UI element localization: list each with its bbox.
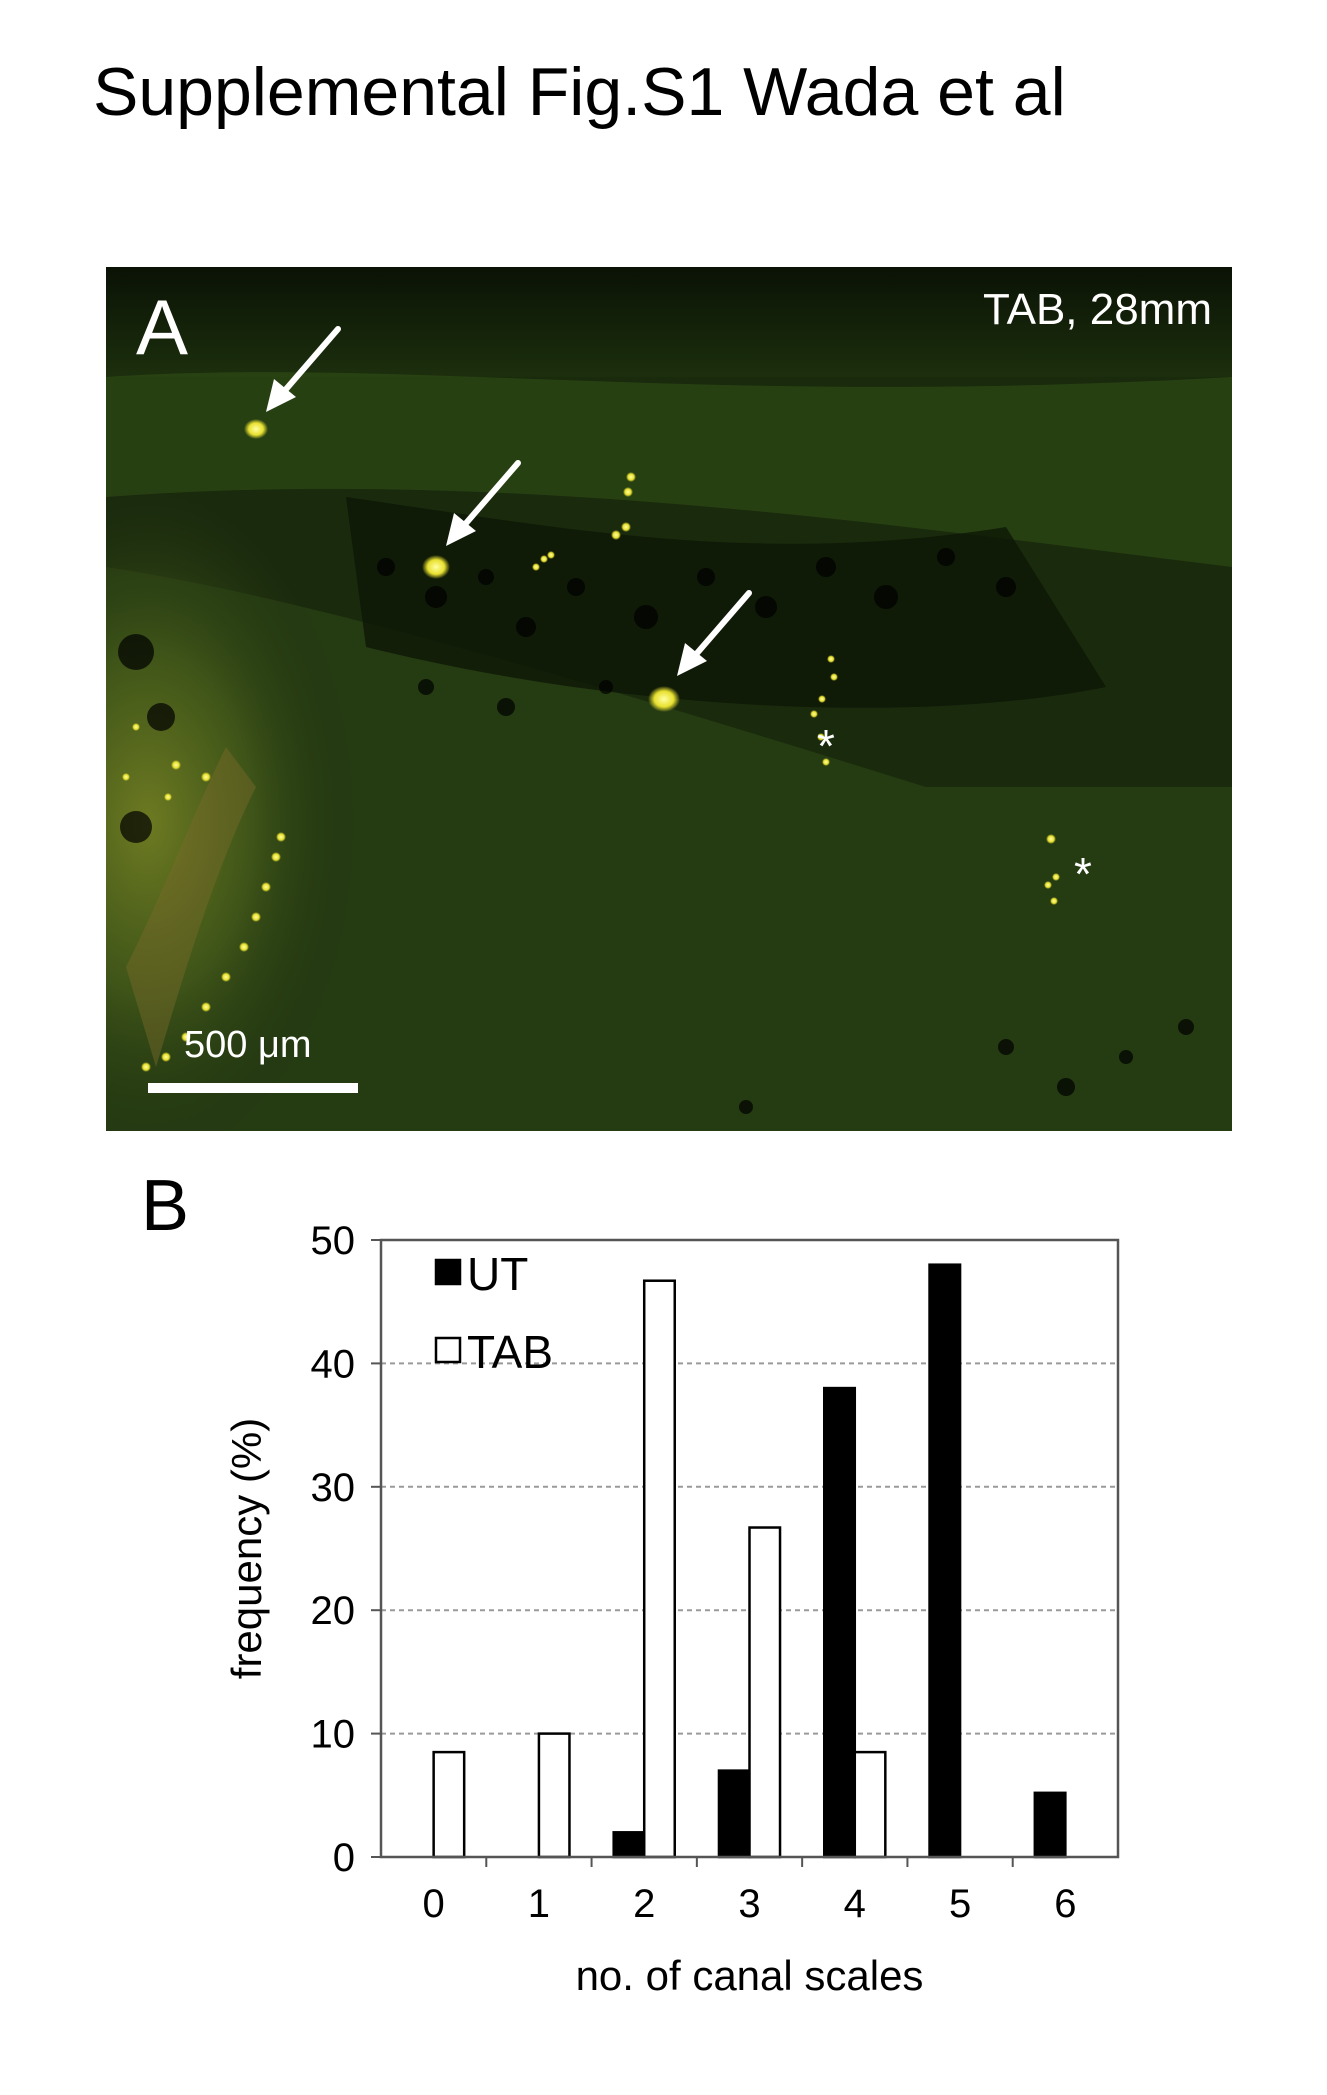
condition-label: TAB, 28mm bbox=[982, 285, 1212, 334]
x-axis-title: no. of canal scales bbox=[576, 1952, 924, 1999]
y-tick-label: 0 bbox=[333, 1836, 355, 1880]
fluorescence-micrograph bbox=[106, 267, 1232, 1131]
x-tick-label: 3 bbox=[738, 1882, 760, 1926]
arrow-icon bbox=[446, 460, 521, 546]
scale-bar-label: 500 μm bbox=[184, 1024, 312, 1066]
legend-swatch-ut bbox=[434, 1258, 462, 1286]
x-tick-label: 5 bbox=[949, 1882, 971, 1926]
panel-letter: A bbox=[136, 283, 189, 371]
bar-chart: 0 10 20 30 40 50 0 1 2 3 4 5 6 no. of canal scales fre… bbox=[223, 1219, 1120, 1999]
bar-ut bbox=[717, 1769, 751, 1859]
y-tick-label: 10 bbox=[311, 1713, 356, 1757]
micrograph-panel-a: A TAB, 28mm 500 μm * * bbox=[106, 267, 1232, 1131]
legend-swatch-tab bbox=[434, 1336, 462, 1364]
bar-ut bbox=[823, 1386, 857, 1859]
legend-label-tab: TAB bbox=[467, 1326, 553, 1378]
arrow-icon bbox=[677, 590, 752, 676]
x-tick-label: 2 bbox=[633, 1882, 655, 1926]
y-tick-label: 40 bbox=[311, 1342, 356, 1386]
y-tick-label: 50 bbox=[311, 1219, 356, 1263]
plot-frame bbox=[379, 1238, 1120, 1859]
bar-tab bbox=[748, 1526, 782, 1859]
asterisk-marker: * bbox=[817, 720, 835, 772]
panel-letter: B bbox=[141, 1166, 190, 1246]
figure-title: Supplemental Fig.S1 Wada et al bbox=[93, 54, 1066, 130]
bar-tab bbox=[537, 1732, 571, 1859]
asterisk-marker: * bbox=[1074, 848, 1092, 900]
bar-ut bbox=[1033, 1791, 1067, 1859]
x-tick-label: 1 bbox=[528, 1882, 550, 1926]
y-tick-label: 30 bbox=[311, 1466, 356, 1510]
x-tick-label: 0 bbox=[423, 1882, 445, 1926]
bar-tab bbox=[853, 1750, 887, 1859]
bar-ut bbox=[928, 1263, 962, 1859]
legend-label-ut: UT bbox=[467, 1248, 528, 1300]
arrow-icon bbox=[266, 326, 341, 412]
x-tick-label: 6 bbox=[1054, 1882, 1076, 1926]
y-tick-label: 20 bbox=[311, 1589, 356, 1633]
bar-ut bbox=[612, 1831, 646, 1859]
scale-bar bbox=[148, 1083, 358, 1093]
y-axis-title: frequency (%) bbox=[223, 1418, 270, 1679]
x-tick-label: 4 bbox=[844, 1882, 866, 1926]
bar-tab bbox=[432, 1750, 466, 1859]
bar-tab bbox=[642, 1279, 676, 1859]
